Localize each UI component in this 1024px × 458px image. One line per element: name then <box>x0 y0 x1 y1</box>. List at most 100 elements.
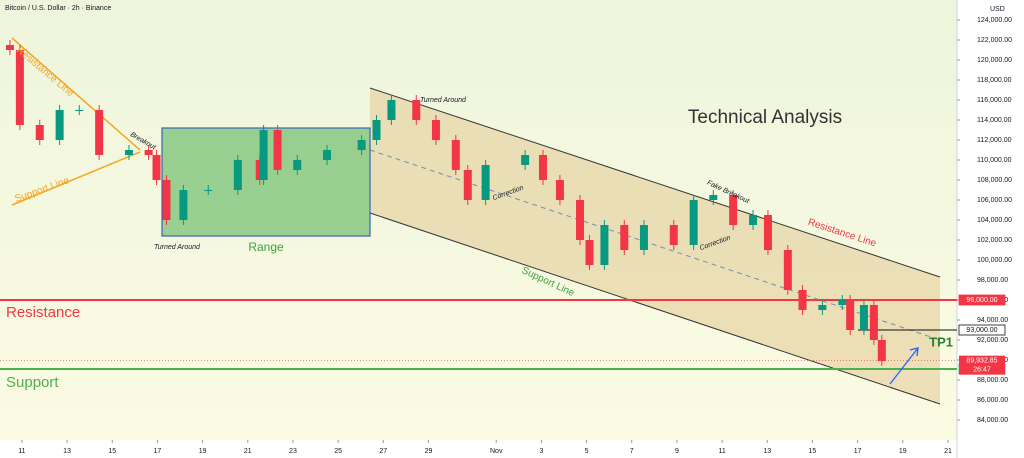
x-tick-label: 13 <box>763 448 771 455</box>
candle-body <box>818 305 827 310</box>
candle-body <box>481 165 490 200</box>
candle-body <box>463 170 472 200</box>
x-tick-label: 17 <box>154 448 162 455</box>
candle-body <box>749 215 758 225</box>
y-tick-label: 100,000.00 <box>977 257 1012 264</box>
x-tick-label: 17 <box>854 448 862 455</box>
candle-body <box>763 215 772 250</box>
candle-body <box>451 140 460 170</box>
price-tag-label: 96,000.00 <box>966 297 997 304</box>
x-tick-label: 5 <box>585 448 589 455</box>
candle-body <box>555 180 564 200</box>
x-tick-label: 7 <box>630 448 634 455</box>
y-tick-label: 114,000.00 <box>977 117 1012 124</box>
triangle-resistance <box>11 37 141 151</box>
candle-body <box>729 195 738 225</box>
x-tick-label: 19 <box>899 448 907 455</box>
x-tick-label: 11 <box>718 448 725 455</box>
y-tick-label: 120,000.00 <box>977 57 1012 64</box>
y-tick-label: 92,000.00 <box>977 337 1008 344</box>
price-tag <box>958 324 1006 336</box>
candle-body <box>5 45 14 50</box>
time-axis-background <box>0 440 957 458</box>
y-tick-label: 116,000.00 <box>977 97 1012 104</box>
x-tick-label: 15 <box>809 448 817 455</box>
x-tick-label: 21 <box>944 448 952 455</box>
tp-arrow <box>889 347 919 385</box>
candle-body <box>709 195 718 200</box>
candle-body <box>869 305 878 340</box>
y-tick-label: 108,000.00 <box>977 177 1012 184</box>
candle-body <box>877 340 886 361</box>
range-box <box>161 127 371 237</box>
price-tag <box>958 294 1006 306</box>
countdown: 26:47 <box>973 367 991 374</box>
tp-arrow-head <box>909 347 919 357</box>
x-tick-label: 9 <box>675 448 679 455</box>
candle-body <box>323 150 332 160</box>
price-tag <box>959 355 1005 375</box>
price-tag-label: 89,932.85 <box>966 358 997 365</box>
triangle-support <box>11 151 141 206</box>
chart-title: Bitcoin / U.S. Dollar · 2h · Binance <box>5 5 111 12</box>
x-tick-label: 13 <box>63 448 71 455</box>
annotation: Turned Around <box>420 97 467 104</box>
y-tick-label: 118,000.00 <box>977 77 1012 84</box>
annotation: Range <box>248 240 284 254</box>
y-tick-label: 102,000.00 <box>977 237 1012 244</box>
candle-body <box>55 110 64 140</box>
y-tick-label: 104,000.00 <box>977 217 1012 224</box>
candle-body <box>412 100 421 120</box>
candle-body <box>783 250 792 290</box>
y-tick-label: 94,000.00 <box>977 317 1008 324</box>
candle-body <box>639 225 648 250</box>
y-tick-label: 110,000.00 <box>977 157 1012 164</box>
y-tick-label: 124,000.00 <box>977 17 1012 24</box>
candle-body <box>152 155 161 180</box>
x-tick-label: 11 <box>18 448 25 455</box>
x-tick-label: 23 <box>289 448 297 455</box>
candle-body <box>521 155 530 165</box>
candle-body <box>15 50 24 125</box>
x-tick-label: 15 <box>108 448 116 455</box>
candle-body <box>859 305 868 330</box>
candle-body <box>620 225 629 250</box>
candle-body <box>387 100 396 120</box>
candle-body <box>372 120 381 140</box>
x-tick-label: 19 <box>199 448 207 455</box>
candle-body <box>838 300 847 305</box>
y-tick-label: 88,000.00 <box>977 377 1008 384</box>
candle-body <box>538 155 547 180</box>
y-tick-label: 86,000.00 <box>977 397 1008 404</box>
y-tick-label: 122,000.00 <box>977 37 1012 44</box>
level-name: Support <box>6 374 59 391</box>
levels: Resistance Support TP1 <box>0 299 957 391</box>
candle-body <box>273 130 282 170</box>
candle-body <box>576 200 585 240</box>
level-name: Resistance <box>6 304 80 321</box>
x-tick-label: 29 <box>425 448 433 455</box>
candle-body <box>162 180 171 220</box>
x-tick-label: 27 <box>379 448 387 455</box>
x-tick-label: 3 <box>539 448 543 455</box>
currency: USD <box>990 6 1005 13</box>
x-tick-label: 21 <box>244 448 252 455</box>
candle-body <box>95 110 104 155</box>
candle-body <box>124 150 133 155</box>
candle-body <box>431 120 440 140</box>
channel <box>370 88 940 404</box>
annotation: Turned Around <box>154 244 201 251</box>
candle-body <box>293 160 302 170</box>
plot-background <box>0 0 957 440</box>
channel-bottom <box>369 212 941 405</box>
x-tick-label: 25 <box>334 448 342 455</box>
candle-body <box>846 300 855 330</box>
candle-body <box>689 200 698 245</box>
candle-body <box>585 240 594 265</box>
candles <box>5 40 886 366</box>
price-tag-label: 93,000.00 <box>966 327 997 334</box>
candle-body <box>204 190 213 191</box>
candle-body <box>600 225 609 265</box>
candle-body <box>798 290 807 310</box>
